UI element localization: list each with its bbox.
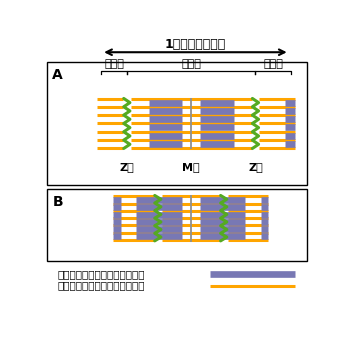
Text: 太いフィラメント（ミオシン）: 太いフィラメント（ミオシン） bbox=[57, 269, 145, 279]
Text: 細いフィラメント（アクチン）: 細いフィラメント（アクチン） bbox=[57, 281, 145, 291]
Text: 1個のサルコメア: 1個のサルコメア bbox=[165, 38, 226, 52]
Text: Z盤: Z盤 bbox=[119, 162, 134, 172]
Text: M線: M線 bbox=[183, 162, 200, 172]
Text: 明　帯: 明 帯 bbox=[104, 59, 124, 69]
Bar bbox=[47, 189, 307, 261]
Text: 暗　帯: 暗 帯 bbox=[181, 59, 201, 69]
Text: 明　帯: 明 帯 bbox=[263, 59, 283, 69]
Text: A: A bbox=[52, 68, 63, 82]
Text: B: B bbox=[52, 195, 63, 209]
Bar bbox=[47, 62, 307, 185]
Text: Z盤: Z盤 bbox=[248, 162, 263, 172]
